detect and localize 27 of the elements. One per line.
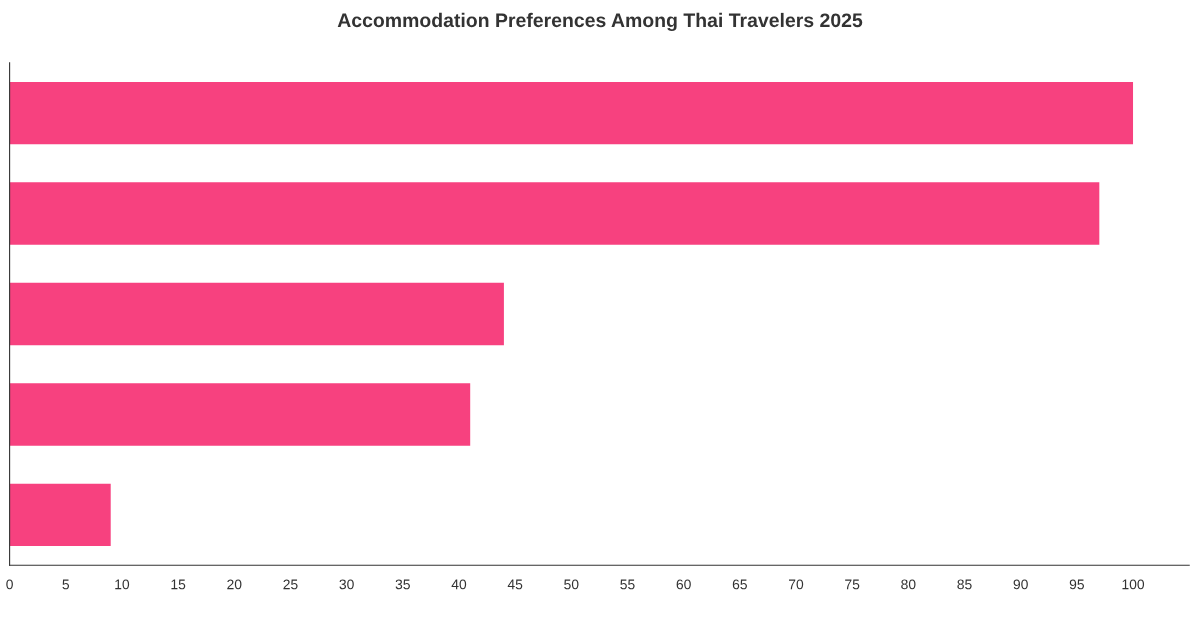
x-tick-label: 85 [957, 579, 972, 590]
x-tick-label: 5 [62, 579, 70, 590]
x-tick-label: 10 [115, 579, 130, 590]
x-tick-label: 55 [620, 579, 635, 590]
x-tick-label: 50 [564, 579, 579, 590]
x-tick-label: 75 [845, 579, 860, 590]
x-tick-label: 40 [451, 579, 467, 590]
x-tick-label: 100 [1122, 579, 1145, 590]
x-tick-label: 80 [901, 579, 916, 590]
x-tick-label: 90 [1013, 579, 1028, 590]
x-tick-label: 70 [788, 579, 804, 590]
x-tick-label: 65 [732, 579, 747, 590]
bar [9, 483, 111, 547]
x-tick-label: 0 [6, 579, 13, 590]
bar [9, 383, 471, 446]
x-tick-label: 35 [395, 579, 410, 590]
x-tick-label: 20 [227, 579, 242, 590]
x-tick-label: 60 [676, 579, 691, 590]
x-tick-label: 45 [507, 579, 523, 590]
bar [9, 182, 1100, 245]
x-tick-label: 25 [283, 579, 298, 590]
bar [9, 81, 1134, 145]
bar [9, 282, 504, 346]
x-tick-label: 30 [339, 579, 354, 590]
chart-title: Accommodation Preferences Among Thai Travelers 2025 [337, 12, 863, 32]
x-tick-label: 95 [1069, 579, 1084, 590]
x-tick-label: 15 [171, 579, 186, 590]
